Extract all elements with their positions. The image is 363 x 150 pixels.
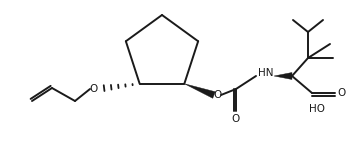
Polygon shape [184,84,215,98]
Text: O: O [89,84,97,94]
Text: HO: HO [309,104,325,114]
Polygon shape [274,72,292,80]
Text: O: O [232,114,240,124]
Text: O: O [214,90,222,100]
Text: HN: HN [258,68,274,78]
Text: O: O [337,88,345,98]
